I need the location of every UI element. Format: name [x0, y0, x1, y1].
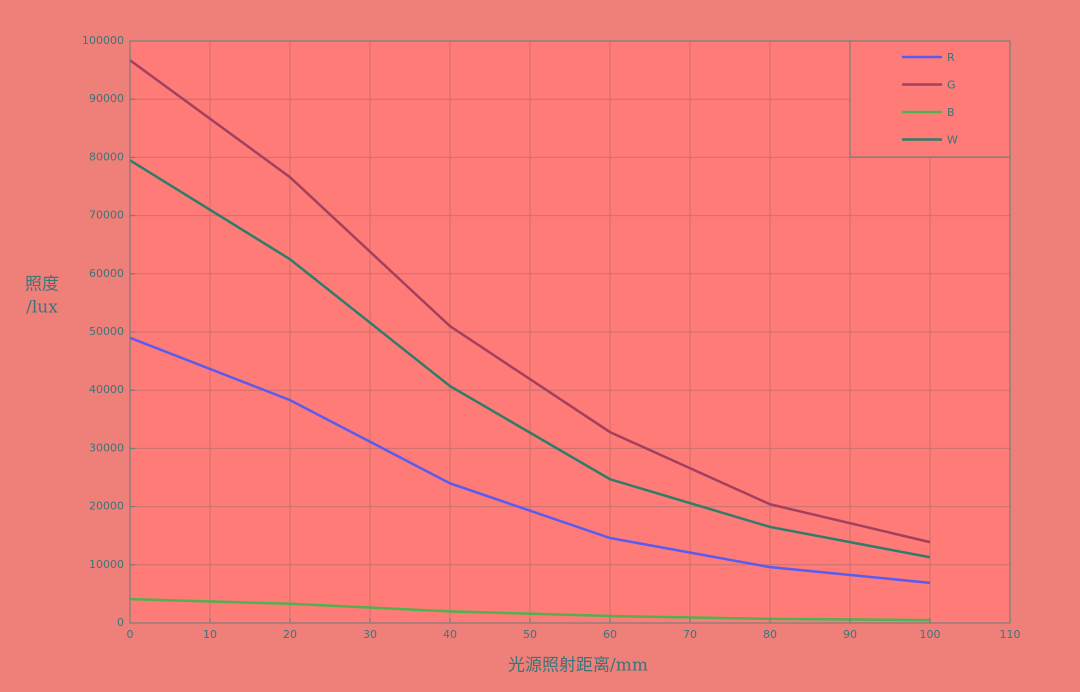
x-tick-label: 70 — [683, 628, 697, 641]
y-tick-label: 20000 — [89, 500, 124, 513]
x-tick-label: 20 — [283, 628, 297, 641]
legend-label: B — [947, 106, 955, 119]
series-line — [129, 59, 931, 544]
y-tick-label: 60000 — [89, 267, 124, 280]
x-tick-label: 100 — [920, 628, 941, 641]
x-tick-label: 50 — [523, 628, 537, 641]
y-tick-label: 70000 — [89, 209, 124, 222]
y-tick-label: 10000 — [89, 558, 124, 571]
legend-box — [849, 40, 1011, 158]
y-tick-label: 50000 — [89, 325, 124, 338]
y-tick-label: 0 — [117, 616, 124, 629]
y-tick-label: 40000 — [89, 383, 124, 396]
legend-label: R — [947, 51, 955, 64]
legend-label: G — [947, 79, 956, 92]
x-tick-label: 80 — [763, 628, 777, 641]
x-tick-label: 60 — [603, 628, 617, 641]
y-tick-label: 80000 — [89, 150, 124, 163]
x-tick-label: 40 — [443, 628, 457, 641]
x-tick-label: 110 — [1000, 628, 1021, 641]
x-axis-label: 光源照射距离/mm — [508, 656, 648, 676]
x-tick-label: 30 — [363, 628, 377, 641]
y-tick-label: 100000 — [82, 34, 124, 47]
y-axis-label: /lux — [26, 298, 58, 318]
y-tick-label: 90000 — [89, 92, 124, 105]
series-line — [129, 159, 931, 559]
y-tick-label: 30000 — [89, 441, 124, 454]
series-line — [129, 336, 931, 585]
x-tick-label: 90 — [843, 628, 857, 641]
y-axis-label: 照度 — [25, 275, 59, 295]
x-tick-label: 10 — [203, 628, 217, 641]
x-tick-label: 0 — [127, 628, 134, 641]
series-line — [129, 597, 931, 622]
legend-label: W — [947, 134, 958, 147]
